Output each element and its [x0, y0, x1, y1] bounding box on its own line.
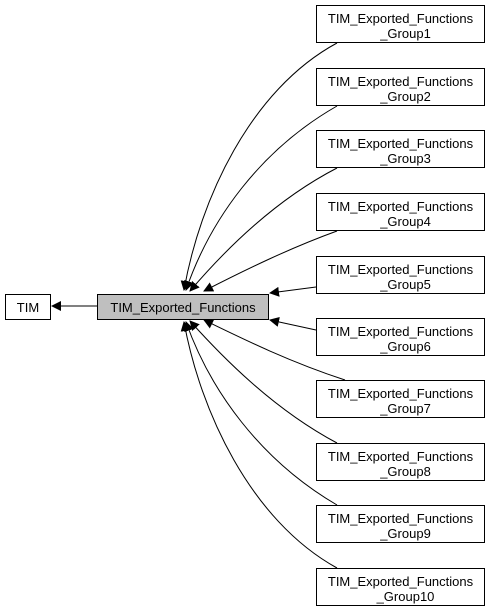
node-group8[interactable]: TIM_Exported_Functions _Group8 [316, 443, 485, 481]
group-label-line2: _Group2 [380, 89, 431, 104]
edge-group6 [269, 317, 317, 331]
node-tim[interactable]: TIM [5, 294, 51, 320]
edge-group5 [269, 286, 317, 297]
group-label-line1: TIM_Exported_Functions [327, 511, 474, 526]
group-label-line1: TIM_Exported_Functions [327, 324, 474, 339]
group-label-line2: _Group7 [380, 401, 431, 416]
edge-group1 [180, 42, 338, 291]
group-label-line1: TIM_Exported_Functions [327, 74, 474, 89]
node-group2[interactable]: TIM_Exported_Functions _Group2 [316, 68, 485, 106]
node-group1[interactable]: TIM_Exported_Functions _Group1 [316, 5, 485, 43]
node-group6[interactable]: TIM_Exported_Functions _Group6 [316, 318, 485, 356]
group-label-line2: _Group10 [376, 589, 435, 604]
edge-group2 [184, 105, 338, 291]
node-group10[interactable]: TIM_Exported_Functions _Group10 [316, 568, 485, 606]
node-group4[interactable]: TIM_Exported_Functions _Group4 [316, 193, 485, 231]
node-main-label: TIM_Exported_Functions [110, 299, 256, 315]
group-label-line2: _Group4 [380, 214, 431, 229]
node-group7[interactable]: TIM_Exported_Functions _Group7 [316, 380, 485, 418]
node-group3[interactable]: TIM_Exported_Functions _Group3 [316, 130, 485, 168]
edge-group3 [189, 167, 338, 292]
group-label-line2: _Group1 [380, 26, 431, 41]
edge-group9 [184, 321, 338, 506]
group-label-line1: TIM_Exported_Functions [327, 136, 474, 151]
group-label-line1: TIM_Exported_Functions [327, 199, 474, 214]
group-label-line1: TIM_Exported_Functions [327, 574, 474, 589]
node-group5[interactable]: TIM_Exported_Functions _Group5 [316, 256, 485, 294]
edge-group4 [203, 230, 338, 292]
group-label-line2: _Group3 [380, 151, 431, 166]
edge-group10 [180, 321, 338, 569]
node-tim-exported-functions[interactable]: TIM_Exported_Functions [97, 294, 269, 320]
group-label-line1: TIM_Exported_Functions [327, 449, 474, 464]
group-label-line2: _Group6 [380, 339, 431, 354]
edge-group8 [189, 320, 338, 444]
group-label-line2: _Group8 [380, 464, 431, 479]
node-tim-label: TIM [16, 299, 40, 315]
group-label-line1: TIM_Exported_Functions [327, 386, 474, 401]
node-group9[interactable]: TIM_Exported_Functions _Group9 [316, 505, 485, 543]
group-label-line2: _Group5 [380, 277, 431, 292]
group-label-line1: TIM_Exported_Functions [327, 11, 474, 26]
group-label-line2: _Group9 [380, 526, 431, 541]
edge-group7 [203, 319, 346, 381]
group-label-line1: TIM_Exported_Functions [327, 262, 474, 277]
